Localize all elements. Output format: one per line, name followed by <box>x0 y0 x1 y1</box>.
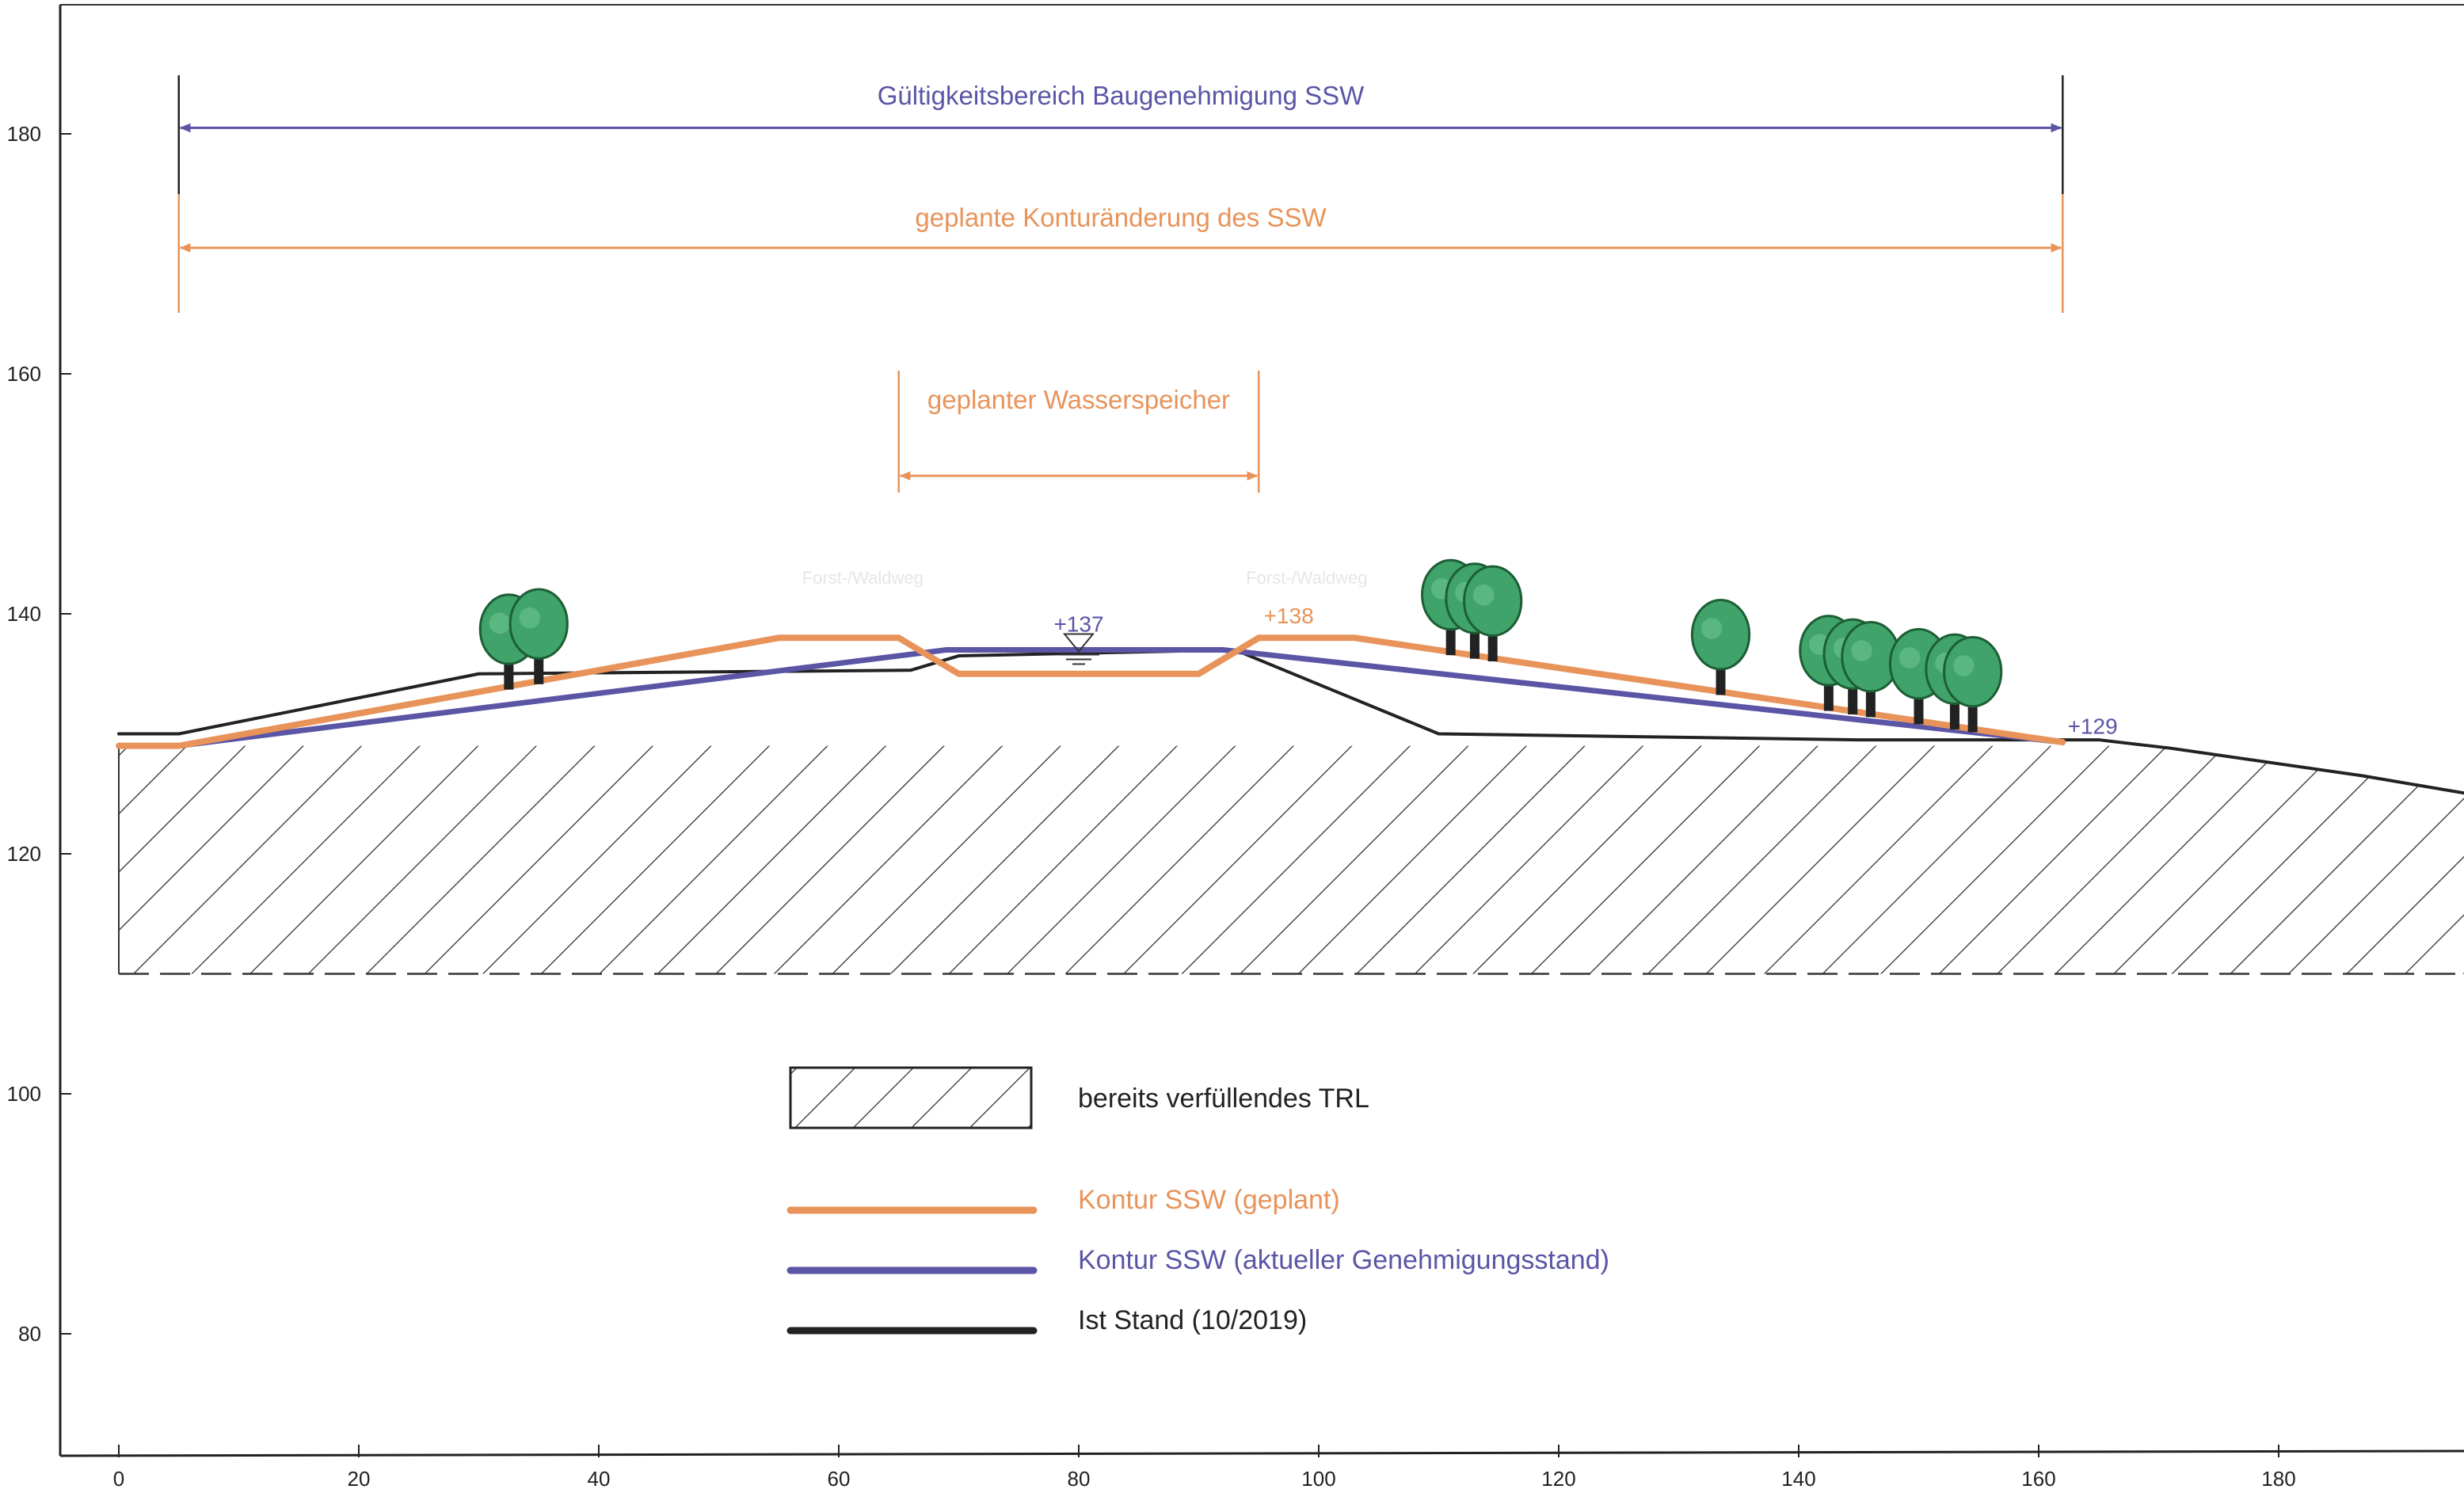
x-tick-label: 180 <box>2261 1467 2295 1491</box>
water-level-icon <box>1062 633 1095 653</box>
dimension-label: geplante Konturänderung des SSW <box>915 203 1327 232</box>
x-axis-ticks: 0 20 40 60 80 100 120 140 160 180 <box>113 1445 2296 1491</box>
y-tick-label: 140 <box>7 602 41 626</box>
tree-crown-highlight <box>489 612 511 634</box>
y-tick-label: 100 <box>7 1082 41 1106</box>
series-line-1 <box>116 634 2066 749</box>
x-tick-label: 40 <box>588 1467 611 1491</box>
x-tick-label: 80 <box>1068 1467 1091 1491</box>
x-tick-label: 140 <box>1781 1467 1815 1491</box>
y-axis-ticks: 80 100 120 140 160 180 <box>7 122 71 1346</box>
legend-swatch-hatch <box>789 1066 1033 1129</box>
tree-icon <box>1841 620 1901 718</box>
elevation-label: +138 <box>1264 604 1314 628</box>
legend: bereits verfüllendes TRL Kontur SSW (gepl… <box>786 1066 1609 1335</box>
hatched-area <box>119 745 2464 974</box>
tree-crown-highlight <box>519 607 541 629</box>
y-tick-label: 160 <box>7 362 41 386</box>
tree-crown-highlight <box>1472 584 1495 606</box>
series-line-3 <box>117 648 2464 795</box>
legend-label: Ist Stand (10/2019) <box>1078 1305 1307 1335</box>
tree-crown <box>1943 635 2003 708</box>
annotations-layer: +137 +138 +129 Forst-/Waldweg Forst-/Waldweg <box>802 568 2118 738</box>
tree-crown <box>508 588 569 660</box>
hatched-area-layer <box>118 745 2464 975</box>
x-tick-label: 160 <box>2021 1467 2055 1491</box>
faint-path-label: Forst-/Waldweg <box>1246 568 1367 588</box>
trees-layer <box>478 558 2003 733</box>
legend-label: Kontur SSW (aktueller Genehmigungsstand) <box>1078 1245 1609 1275</box>
y-tick-label: 180 <box>7 122 41 146</box>
x-tick-label: 120 <box>1541 1467 1575 1491</box>
tree-icon <box>1463 565 1523 661</box>
x-axis <box>59 1449 2464 1457</box>
elevation-label: +129 <box>2068 714 2118 739</box>
tree-crown <box>1463 565 1523 637</box>
tree-crown-highlight <box>1898 647 1921 668</box>
tree-crown-highlight <box>1700 618 1723 639</box>
tree-icon <box>1943 635 2003 733</box>
x-tick-label: 100 <box>1301 1467 1335 1491</box>
x-tick-label: 20 <box>348 1467 371 1491</box>
y-tick-label: 80 <box>18 1322 41 1346</box>
tree-crown <box>1690 599 1751 671</box>
series-line-2 <box>176 646 2066 749</box>
dimension-label: Gültigkeitsbereich Baugenehmigung SSW <box>878 81 1365 110</box>
legend-label: bereits verfüllendes TRL <box>1078 1084 1369 1114</box>
x-tick-label: 0 <box>113 1467 124 1491</box>
x-tick-label: 60 <box>828 1467 851 1491</box>
tree-crown-highlight <box>1851 640 1872 661</box>
tree-crown-highlight <box>1952 655 1975 676</box>
elevation-label: +137 <box>1053 612 1103 637</box>
legend-label: Kontur SSW (geplant) <box>1078 1185 1340 1215</box>
tree-icon <box>1690 599 1751 695</box>
faint-path-label: Forst-/Waldweg <box>802 568 924 588</box>
y-tick-label: 120 <box>7 842 41 866</box>
dimension-lines-layer: Gültigkeitsbereich Baugenehmigung SSW gep… <box>177 75 2064 493</box>
dimension-label: geplanter Wasserspeicher <box>927 385 1230 414</box>
series-layer <box>116 634 2464 795</box>
tree-icon <box>508 588 569 684</box>
